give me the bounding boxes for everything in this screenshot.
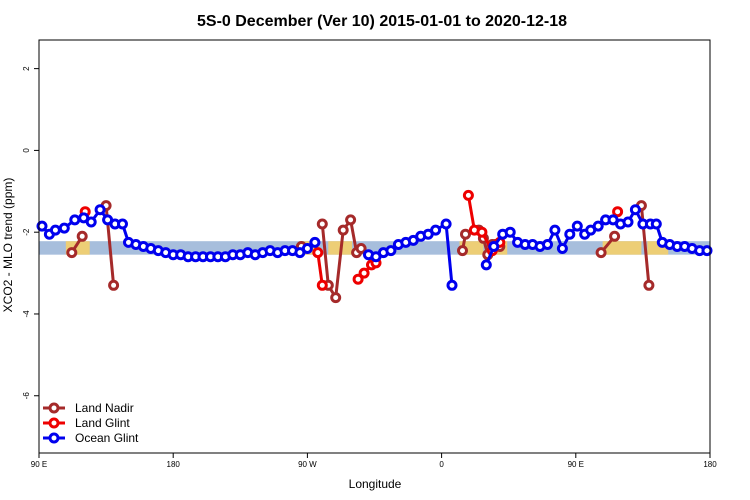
data-point-land-nadir bbox=[345, 214, 357, 226]
data-point-ocean-glint bbox=[622, 216, 634, 228]
legend-label: Land Glint bbox=[75, 416, 130, 430]
data-point-land-nadir bbox=[355, 243, 367, 254]
series-line-land-glint bbox=[316, 252, 324, 286]
data-point-ocean-glint bbox=[94, 204, 106, 216]
data-point-ocean-glint bbox=[571, 220, 583, 232]
data-point-land-nadir bbox=[643, 279, 655, 291]
x-axis: 90 E 180 90 W 0 90 E 180 bbox=[31, 453, 717, 469]
series-layer bbox=[36, 189, 713, 304]
data-point-ocean-glint bbox=[36, 220, 48, 232]
data-point-ocean-glint bbox=[504, 226, 516, 238]
series-ocean-glint bbox=[36, 204, 713, 291]
legend-swatch-marker bbox=[48, 402, 60, 414]
data-point-ocean-glint bbox=[446, 279, 458, 291]
data-point-land-glint bbox=[476, 226, 488, 238]
data-point-ocean-glint bbox=[49, 224, 61, 236]
data-point-ocean-glint bbox=[592, 220, 604, 232]
data-point-land-nadir bbox=[108, 279, 120, 291]
plot-frame bbox=[38, 39, 711, 454]
x-tick-label: 90 E bbox=[568, 460, 584, 469]
y-axis-label: XCO2 - MLO trend (ppm) bbox=[1, 178, 15, 313]
series-land-glint bbox=[79, 189, 624, 291]
y-tick-label: -4 bbox=[22, 310, 31, 318]
y-tick-label: 2 bbox=[22, 66, 31, 71]
data-point-land-glint bbox=[462, 189, 474, 201]
data-point-land-nadir bbox=[330, 292, 342, 304]
data-point-land-nadir bbox=[76, 230, 88, 242]
legend-item-land-glint: Land Glint bbox=[43, 416, 130, 430]
y-tick-label: -2 bbox=[22, 228, 31, 236]
y-tick-label: -6 bbox=[22, 392, 31, 400]
data-point-land-glint bbox=[352, 273, 364, 285]
band-highlight bbox=[602, 241, 642, 255]
data-point-land-nadir bbox=[66, 247, 78, 259]
x-tick-label: 180 bbox=[703, 460, 717, 469]
data-point-ocean-glint bbox=[650, 218, 662, 230]
legend-item-land-nadir: Land Nadir bbox=[43, 401, 134, 415]
data-point-land-nadir bbox=[595, 247, 607, 259]
data-point-ocean-glint bbox=[549, 224, 561, 236]
data-point-ocean-glint bbox=[480, 259, 492, 271]
data-point-land-nadir bbox=[316, 218, 328, 230]
data-point-ocean-glint bbox=[85, 216, 97, 228]
chart-title: 5S-0 December (Ver 10) 2015-01-01 to 202… bbox=[197, 13, 567, 30]
data-point-land-nadir bbox=[457, 245, 468, 257]
data-point-land-glint bbox=[312, 247, 324, 259]
data-point-ocean-glint bbox=[488, 241, 500, 252]
legend-swatch-marker bbox=[48, 432, 60, 444]
legend-item-ocean-glint: Ocean Glint bbox=[43, 431, 139, 445]
data-point-ocean-glint bbox=[440, 218, 452, 230]
data-point-ocean-glint bbox=[556, 243, 568, 254]
data-point-land-nadir bbox=[460, 228, 471, 240]
data-point-land-glint bbox=[316, 279, 328, 291]
legend-swatch-marker bbox=[48, 417, 60, 429]
data-point-ocean-glint bbox=[301, 243, 313, 254]
x-tick-label: 180 bbox=[167, 460, 181, 469]
legend-label: Land Nadir bbox=[75, 401, 134, 415]
data-point-land-glint bbox=[612, 206, 624, 218]
data-point-ocean-glint bbox=[58, 222, 70, 234]
data-point-ocean-glint bbox=[430, 224, 442, 236]
x-axis-label: Longitude bbox=[349, 477, 402, 491]
legend-label: Ocean Glint bbox=[75, 431, 139, 445]
y-axis: 2 0 -2 -4 -6 bbox=[22, 66, 39, 399]
data-point-ocean-glint bbox=[564, 228, 576, 240]
data-point-ocean-glint bbox=[701, 245, 713, 257]
data-point-land-nadir bbox=[337, 224, 349, 236]
data-point-ocean-glint bbox=[309, 236, 321, 248]
x-tick-label: 90 W bbox=[298, 460, 317, 469]
data-point-land-nadir bbox=[609, 230, 621, 242]
data-point-ocean-glint bbox=[542, 239, 553, 250]
y-tick-label: 0 bbox=[22, 148, 31, 153]
x-tick-label: 0 bbox=[439, 460, 444, 469]
data-point-ocean-glint bbox=[117, 218, 128, 230]
data-point-ocean-glint bbox=[69, 214, 81, 226]
data-point-ocean-glint bbox=[385, 245, 397, 257]
data-point-ocean-glint bbox=[629, 204, 641, 216]
x-tick-label: 90 E bbox=[31, 460, 47, 469]
data-point-land-glint bbox=[358, 267, 370, 279]
